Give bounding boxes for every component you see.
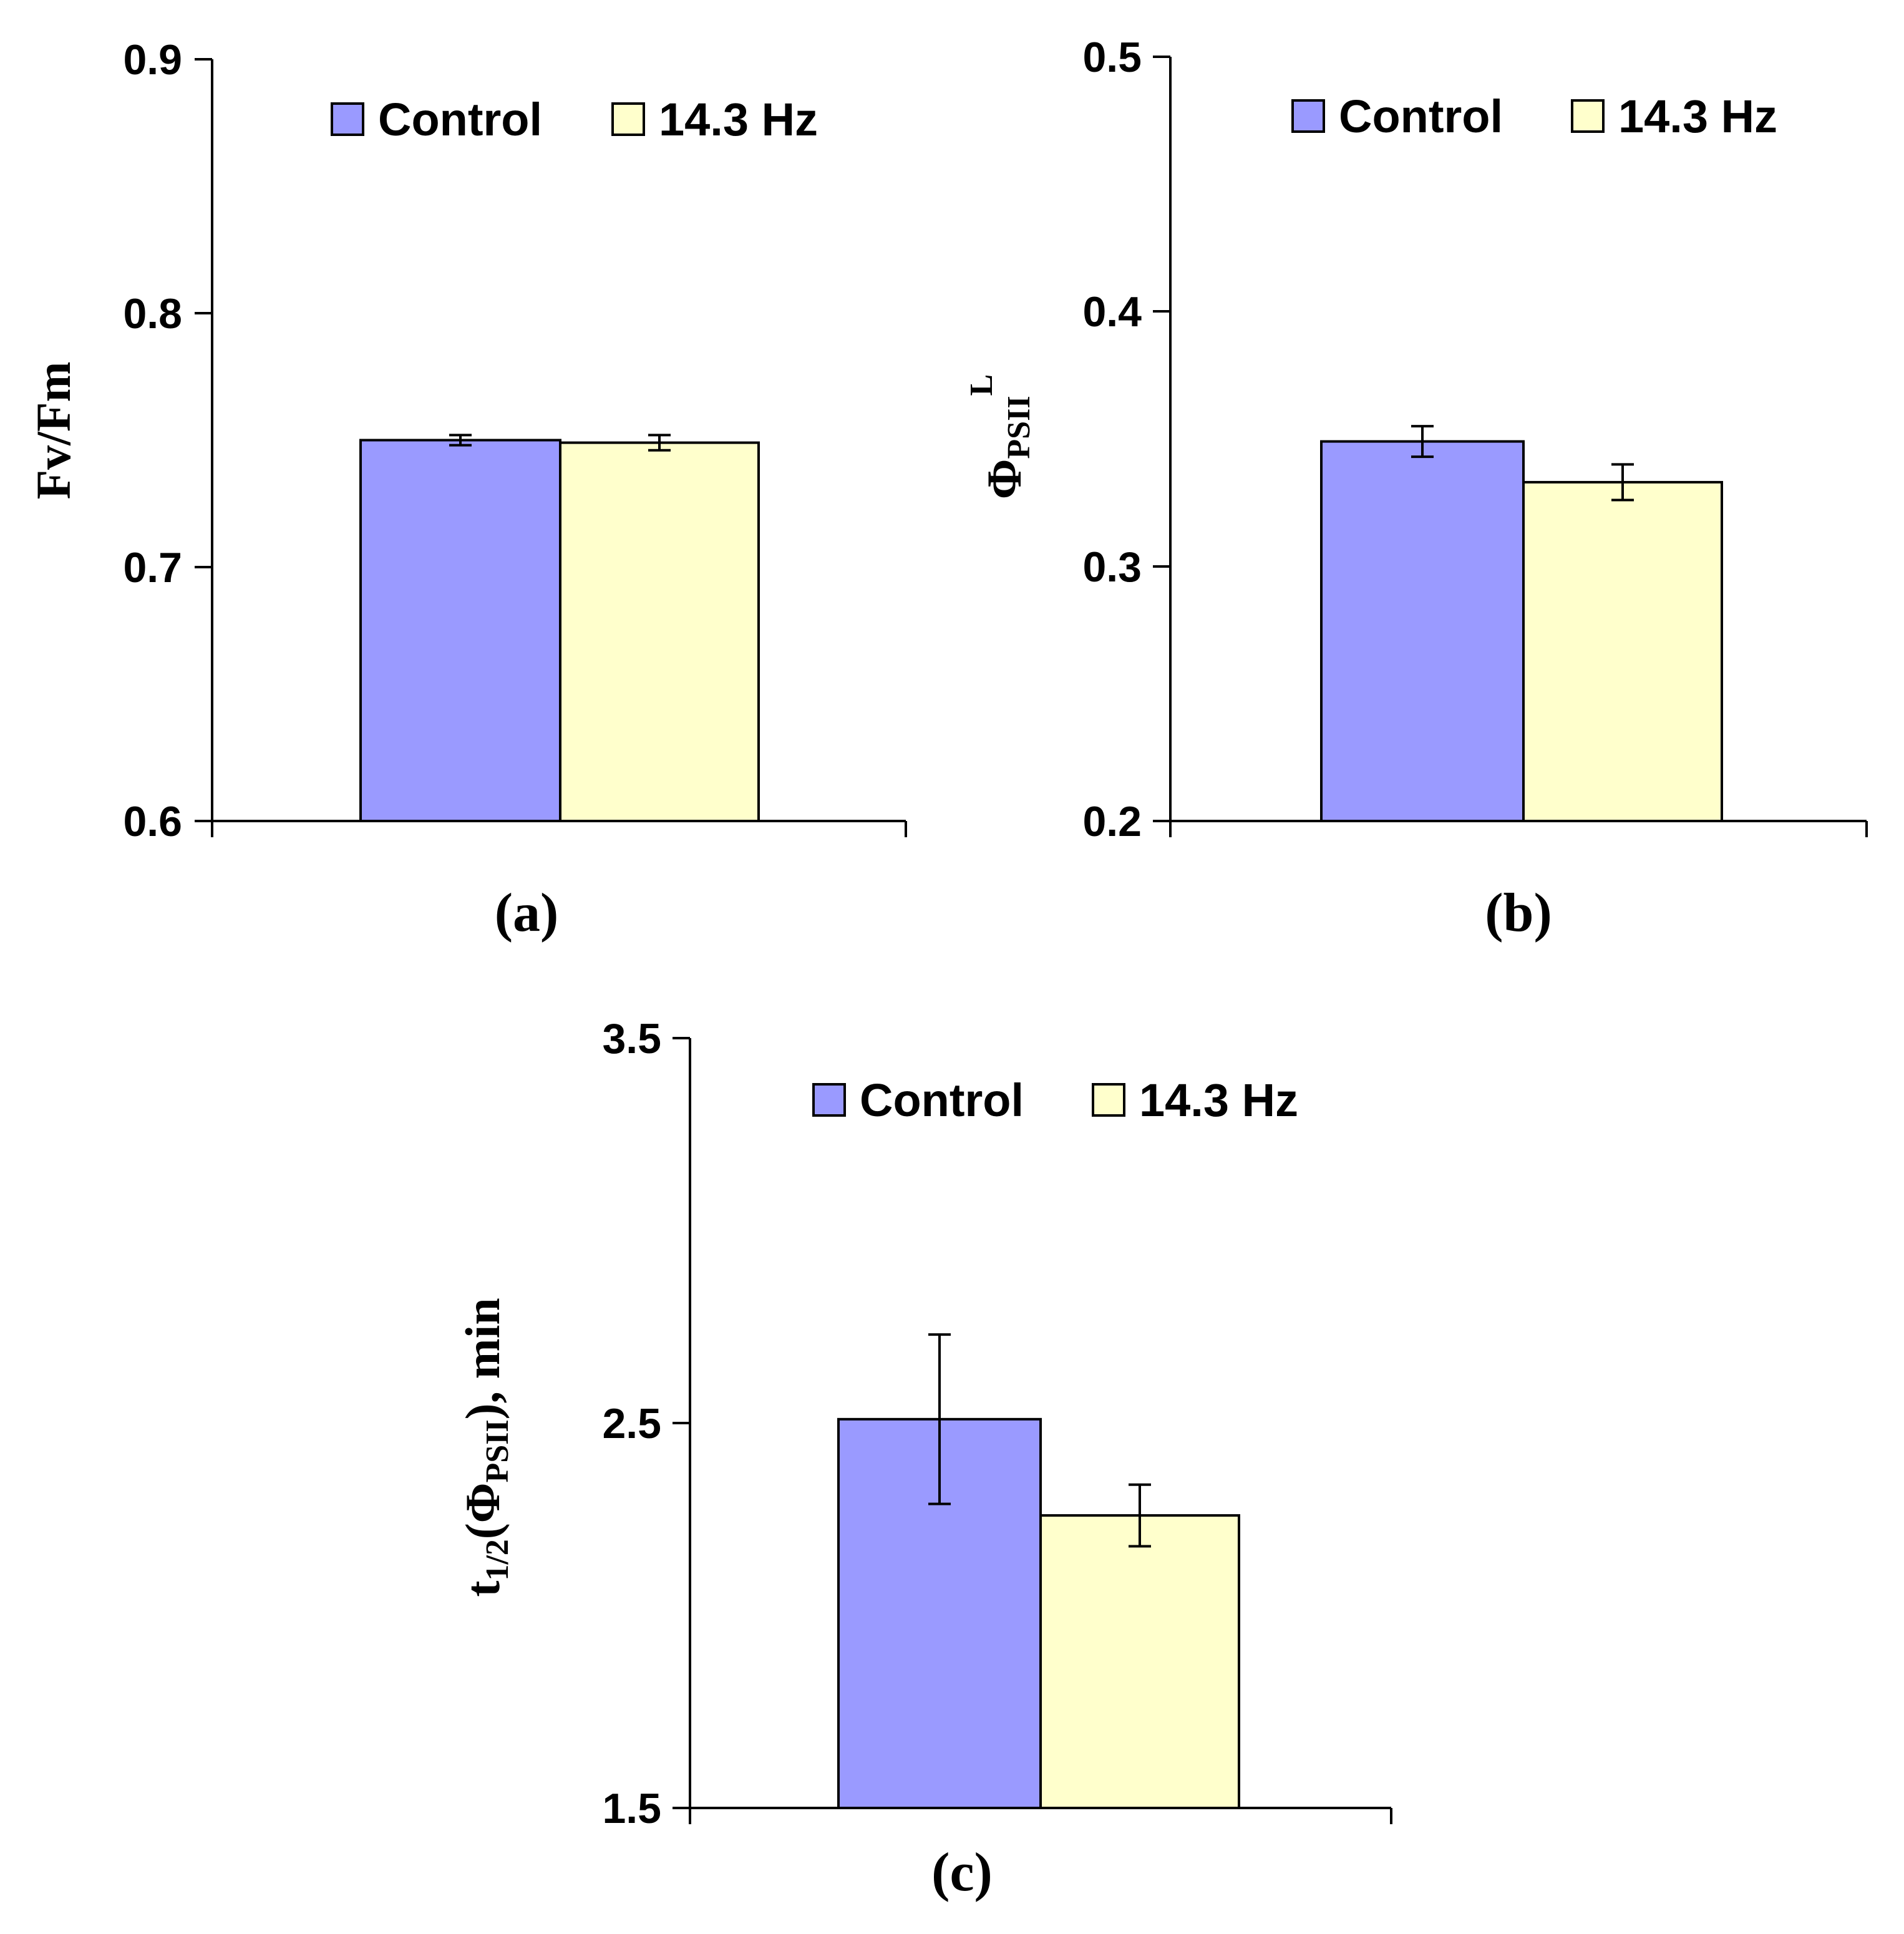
- chart-c-legend: Control 14.3 Hz: [812, 1074, 1298, 1126]
- chart-b-errorbar-control: [1411, 425, 1434, 459]
- chart-a-panel-label: (a): [495, 883, 559, 943]
- chart-b: 0.5 0.4 0.3 0.2 Control 14.3 Hz ΦPSIIL (…: [964, 34, 1868, 943]
- chart-a-ytick-label: 0.8: [123, 290, 182, 338]
- chart-b-ylabel-main: Φ: [977, 459, 1031, 500]
- chart-c-ytick-label: 2.5: [602, 1400, 661, 1447]
- chart-c-legend-label-treated: 14.3 Hz: [1139, 1074, 1298, 1126]
- chart-c-bar-treated: [1039, 1514, 1240, 1810]
- chart-a-errorbar-treated: [648, 434, 671, 452]
- chart-a-legend-swatch-treated: [611, 102, 645, 136]
- chart-a: 0.9 0.8 0.7 0.6 Control 14.3 Hz Fv/Fm (a…: [26, 36, 907, 943]
- chart-b-errorbar-treated: [1611, 463, 1634, 502]
- chart-c-ylabel-mid: (Φ: [455, 1483, 510, 1540]
- chart-c-ylabel-post: ), min: [455, 1298, 510, 1419]
- chart-b-ytick-label: 0.4: [1082, 288, 1142, 336]
- chart-b-legend-label-treated: 14.3 Hz: [1618, 90, 1777, 142]
- chart-c-errorbar-treated: [1129, 1483, 1151, 1548]
- chart-b-ylabel-sub: PSII: [1001, 396, 1037, 459]
- chart-c-panel-label: (c): [931, 1842, 993, 1903]
- chart-a-legend-label-control: Control: [378, 94, 542, 145]
- chart-b-ytick-label: 0.3: [1082, 543, 1142, 591]
- chart-b-bar-treated: [1522, 480, 1723, 822]
- chart-a-ytick-label: 0.6: [123, 798, 182, 845]
- chart-b-ylabel-sup: L: [964, 374, 999, 396]
- chart-c-legend-swatch-treated: [1092, 1083, 1125, 1117]
- chart-c-ylabel-sub2: PSII: [480, 1419, 515, 1482]
- chart-a-legend: Control 14.3 Hz: [331, 94, 818, 145]
- chart-b-legend: Control 14.3 Hz: [1291, 90, 1777, 142]
- chart-c-ylabel-pre: t: [455, 1581, 510, 1597]
- chart-a-legend-label-treated: 14.3 Hz: [659, 94, 818, 145]
- chart-b-bar-control: [1320, 440, 1525, 822]
- chart-a-ytick-label: 0.7: [123, 544, 182, 591]
- chart-c-ylabel-sub1: 1/2: [480, 1539, 515, 1580]
- chart-b-panel-label: (b): [1485, 883, 1552, 943]
- chart-c-errorbar-control: [928, 1333, 951, 1505]
- chart-a-ytick-label: 0.9: [123, 36, 182, 84]
- chart-a-legend-swatch-control: [331, 102, 364, 136]
- chart-c: 3.5 2.5 1.5 Control 14.3 Hz t1/2(ΦPSII),…: [455, 1015, 1392, 1903]
- chart-c-ytick-label: 3.5: [602, 1015, 661, 1062]
- chart-b-legend-swatch-treated: [1571, 99, 1605, 133]
- chart-b-legend-label-control: Control: [1339, 90, 1503, 142]
- chart-c-ytick-label: 1.5: [602, 1785, 661, 1832]
- chart-a-bar-treated: [559, 441, 760, 822]
- chart-a-errorbar-control: [449, 434, 472, 447]
- chart-b-legend-swatch-control: [1291, 99, 1325, 133]
- chart-b-y-axis-label: ΦPSIIL: [964, 374, 1037, 500]
- chart-a-bar-control: [359, 439, 561, 822]
- chart-c-legend-swatch-control: [812, 1083, 846, 1117]
- chart-b-ytick-label: 0.2: [1082, 798, 1142, 845]
- chart-b-ytick-label: 0.5: [1082, 34, 1142, 81]
- chart-a-y-axis-label: Fv/Fm: [26, 362, 80, 500]
- chart-c-legend-label-control: Control: [860, 1074, 1024, 1126]
- chart-c-y-axis-label: t1/2(ΦPSII), min: [455, 1298, 515, 1596]
